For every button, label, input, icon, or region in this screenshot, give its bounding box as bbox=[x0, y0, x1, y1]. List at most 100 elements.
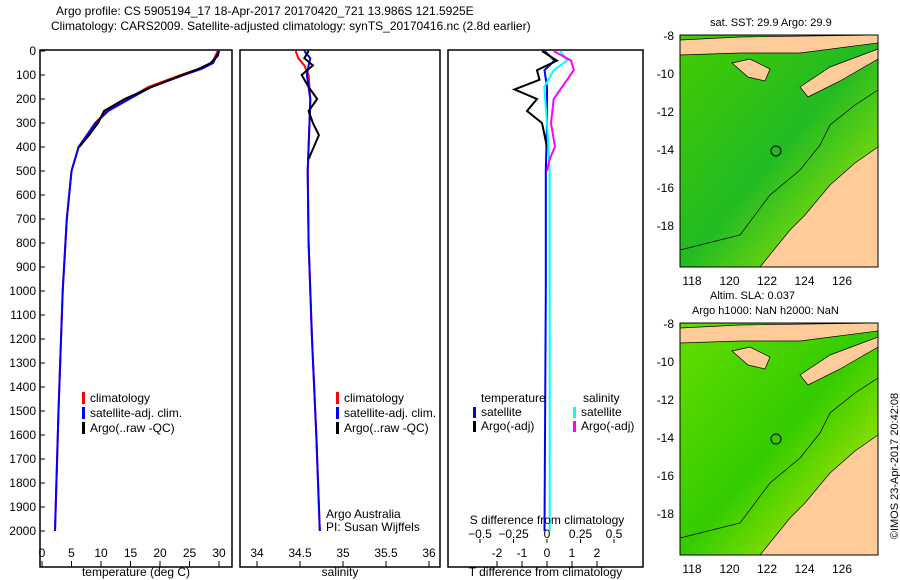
map-x-tick-label: 120 bbox=[719, 274, 739, 288]
sla-map-title-2: Argo h1000: NaN h2000: NaN bbox=[692, 305, 839, 317]
y-tick-label: 400 bbox=[16, 140, 36, 154]
map-y-tick-label: -18 bbox=[657, 219, 675, 233]
x-tick-label: 35 bbox=[336, 546, 350, 560]
legend-label: Argo(..raw -QC) bbox=[90, 421, 175, 435]
series-line-argo-raw-qc- bbox=[78, 50, 220, 148]
sla-map bbox=[679, 322, 879, 556]
s-tick-label: 0.5 bbox=[606, 527, 623, 541]
series-line-salinity-argo-adj- bbox=[546, 50, 575, 172]
legend-swatch bbox=[573, 407, 576, 418]
land-sumba bbox=[731, 346, 771, 370]
y-tick-label: 100 bbox=[16, 68, 36, 82]
y-tick-label: 1400 bbox=[9, 380, 36, 394]
s-tick-label: −0.25 bbox=[498, 527, 529, 541]
legend-heading-temperature: temperature bbox=[481, 391, 546, 405]
y-tick-label: 2000 bbox=[9, 524, 36, 538]
x-tick-label: 2 bbox=[594, 546, 601, 560]
y-tick-label: 700 bbox=[16, 212, 36, 226]
panel-frame-3 bbox=[447, 49, 644, 568]
s-axis-label: S difference from climatology bbox=[470, 513, 625, 527]
series-line-climatology bbox=[54, 50, 219, 532]
map-y-tick-label: -16 bbox=[657, 469, 675, 483]
legend-label: satellite bbox=[581, 405, 622, 419]
x-tick-label: 34 bbox=[250, 546, 264, 560]
s-tick-label: 0.25 bbox=[569, 527, 593, 541]
x-tick-label: 10 bbox=[94, 546, 108, 560]
y-tick-label: 800 bbox=[16, 236, 36, 250]
y-tick-label: 600 bbox=[16, 188, 36, 202]
map-y-tick-label: -8 bbox=[663, 29, 674, 43]
title-line-2: Climatology: CARS2009. Satellite-adjuste… bbox=[51, 19, 531, 33]
map-y-tick-label: -14 bbox=[657, 431, 675, 445]
x-tick-label: 25 bbox=[183, 546, 197, 560]
map-y-tick-label: -16 bbox=[657, 181, 675, 195]
map-y-tick-label: -10 bbox=[657, 67, 675, 81]
legend-swatch bbox=[336, 422, 339, 434]
panel-frame-1 bbox=[39, 49, 233, 568]
legend-label: satellite bbox=[481, 405, 522, 419]
panel-frame-2 bbox=[239, 49, 441, 568]
map-y-tick-label: -14 bbox=[657, 143, 675, 157]
x-axis-label: T difference from climatology bbox=[469, 565, 623, 579]
x-tick-label: 1 bbox=[569, 546, 576, 560]
x-tick-label: 35.5 bbox=[374, 546, 398, 560]
y-tick-label: 1800 bbox=[9, 476, 36, 490]
annotation-line-2: PI: Susan Wijffels bbox=[326, 520, 420, 534]
map-x-tick-label: 118 bbox=[682, 562, 701, 576]
land-sumba bbox=[731, 58, 771, 82]
x-tick-label: -1 bbox=[517, 546, 528, 560]
map-x-tick-label: 122 bbox=[757, 274, 777, 288]
y-tick-label: 500 bbox=[16, 164, 36, 178]
legend-swatch bbox=[473, 421, 476, 432]
y-tick-label: 300 bbox=[16, 116, 36, 130]
argo-position-marker bbox=[770, 433, 782, 445]
legend-swatch bbox=[82, 422, 85, 434]
y-tick-label: 1700 bbox=[9, 452, 36, 466]
legend-label: satellite-adj. clim. bbox=[90, 406, 182, 420]
map-frame bbox=[679, 34, 879, 268]
legend-swatch bbox=[82, 407, 85, 419]
y-tick-label: 1900 bbox=[9, 500, 36, 514]
legend-swatch bbox=[473, 407, 476, 418]
y-tick-label: 1500 bbox=[9, 404, 36, 418]
map-x-tick-label: 120 bbox=[719, 562, 739, 576]
y-tick-label: 1300 bbox=[9, 356, 36, 370]
map-y-tick-label: -12 bbox=[657, 105, 675, 119]
legend-label: climatology bbox=[90, 391, 150, 405]
x-tick-label: 20 bbox=[153, 546, 167, 560]
map-frame bbox=[679, 322, 879, 556]
land-nusa-tenggara bbox=[679, 322, 879, 344]
x-tick-label: 5 bbox=[68, 546, 75, 560]
legend-swatch bbox=[573, 421, 576, 432]
series-line-argo-raw-qc- bbox=[300, 50, 321, 160]
sst-map bbox=[679, 34, 879, 268]
x-tick-label: -2 bbox=[492, 546, 503, 560]
map-y-tick-label: -8 bbox=[663, 317, 674, 331]
legend-label: Argo(-adj) bbox=[481, 419, 534, 433]
y-tick-label: 0 bbox=[29, 44, 36, 58]
legend-swatch bbox=[336, 392, 339, 404]
map-x-tick-label: 118 bbox=[682, 274, 701, 288]
legend-label: climatology bbox=[344, 391, 404, 405]
x-tick-label: 30 bbox=[212, 546, 226, 560]
series-line-temperature-argo-adj- bbox=[511, 50, 560, 148]
series-line-salinity-satellite bbox=[543, 50, 569, 531]
map-y-tick-label: -18 bbox=[657, 507, 675, 521]
y-tick-label: 1100 bbox=[10, 308, 36, 322]
legend-swatch bbox=[336, 407, 339, 419]
map-x-tick-label: 126 bbox=[832, 562, 852, 576]
y-tick-label: 900 bbox=[16, 260, 36, 274]
x-tick-label: 15 bbox=[124, 546, 138, 560]
x-tick-label: 0 bbox=[544, 546, 551, 560]
y-tick-label: 200 bbox=[16, 92, 36, 106]
legend-swatch bbox=[82, 392, 85, 404]
legend-heading-salinity: salinity bbox=[583, 391, 620, 405]
y-tick-label: 1600 bbox=[9, 428, 36, 442]
x-tick-label: 0 bbox=[39, 546, 46, 560]
x-axis-label: temperature (deg C) bbox=[82, 565, 190, 579]
s-tick-label: −0.5 bbox=[468, 527, 492, 541]
sst-map-title: sat. SST: 29.9 Argo: 29.9 bbox=[710, 17, 832, 29]
s-tick-label: 0 bbox=[544, 527, 551, 541]
